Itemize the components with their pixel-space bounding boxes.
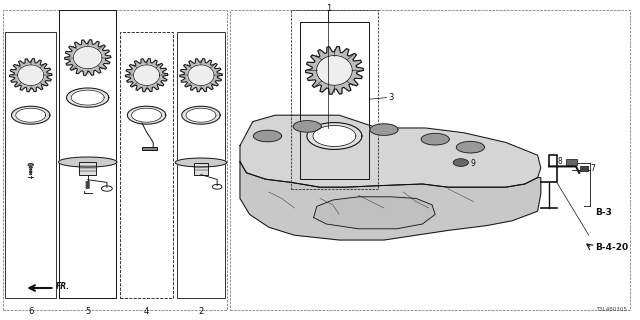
Polygon shape: [240, 162, 541, 240]
Bar: [177, 32, 225, 298]
Text: 7: 7: [590, 164, 595, 173]
Text: 9: 9: [470, 159, 476, 168]
Text: 6: 6: [28, 308, 33, 316]
Text: 3: 3: [388, 93, 394, 102]
Circle shape: [29, 167, 32, 168]
Polygon shape: [182, 106, 220, 124]
Text: 8: 8: [557, 157, 562, 166]
Bar: [59, 10, 116, 298]
Polygon shape: [132, 108, 161, 122]
Polygon shape: [127, 106, 166, 124]
Polygon shape: [134, 65, 159, 85]
Polygon shape: [180, 59, 222, 92]
Bar: [120, 32, 173, 298]
Polygon shape: [317, 56, 352, 85]
Polygon shape: [16, 108, 45, 122]
Polygon shape: [12, 106, 50, 124]
Bar: [79, 163, 96, 175]
Polygon shape: [71, 90, 104, 105]
Circle shape: [28, 164, 33, 166]
Circle shape: [86, 181, 90, 183]
Polygon shape: [421, 133, 449, 145]
Polygon shape: [253, 130, 282, 142]
Polygon shape: [313, 125, 356, 147]
Polygon shape: [306, 46, 364, 94]
Circle shape: [86, 185, 90, 187]
Bar: [5, 32, 56, 298]
Bar: [291, 10, 378, 189]
Circle shape: [453, 159, 468, 166]
Bar: [141, 147, 157, 150]
Bar: [193, 163, 209, 175]
Polygon shape: [240, 115, 541, 187]
Text: 4: 4: [144, 308, 149, 316]
Bar: [300, 22, 369, 179]
Circle shape: [86, 187, 90, 189]
Polygon shape: [18, 65, 44, 85]
Text: T3L4B0305: T3L4B0305: [596, 307, 627, 312]
Polygon shape: [67, 88, 109, 107]
Text: 2: 2: [198, 308, 204, 316]
Polygon shape: [65, 40, 111, 76]
Polygon shape: [307, 123, 362, 149]
Circle shape: [29, 171, 32, 173]
Bar: [566, 159, 577, 165]
Text: FR.: FR.: [56, 282, 70, 291]
Polygon shape: [58, 157, 117, 167]
Polygon shape: [314, 197, 435, 229]
Circle shape: [86, 183, 90, 185]
Polygon shape: [125, 59, 168, 92]
Text: B-4-20: B-4-20: [595, 244, 628, 252]
Polygon shape: [456, 141, 484, 153]
Circle shape: [29, 169, 32, 170]
Bar: [3, 10, 227, 310]
Polygon shape: [293, 121, 321, 132]
Polygon shape: [74, 46, 102, 69]
Polygon shape: [188, 65, 214, 85]
Bar: [580, 166, 588, 171]
Polygon shape: [370, 124, 398, 135]
Polygon shape: [10, 59, 52, 92]
Polygon shape: [186, 108, 216, 122]
Bar: [230, 10, 630, 310]
Circle shape: [29, 174, 32, 175]
Text: B-3: B-3: [595, 208, 612, 217]
Text: 5: 5: [85, 308, 90, 316]
Text: 1: 1: [326, 4, 331, 12]
Polygon shape: [175, 158, 227, 167]
